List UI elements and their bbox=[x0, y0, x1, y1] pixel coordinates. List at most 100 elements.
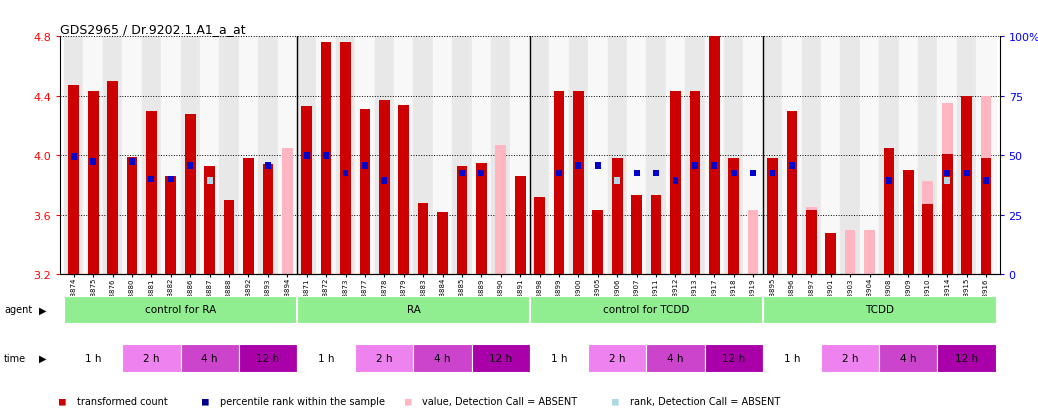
Text: 1 h: 1 h bbox=[85, 353, 102, 363]
Bar bbox=[181, 344, 239, 373]
Text: value, Detection Call = ABSENT: value, Detection Call = ABSENT bbox=[422, 396, 577, 406]
Bar bbox=[453, 37, 471, 275]
Bar bbox=[122, 344, 181, 373]
Bar bbox=[69, 86, 79, 275]
Bar bbox=[437, 212, 447, 275]
Bar bbox=[258, 37, 277, 275]
Bar bbox=[535, 197, 545, 275]
Text: 4 h: 4 h bbox=[201, 353, 218, 363]
Bar bbox=[627, 37, 647, 275]
Text: 1 h: 1 h bbox=[784, 353, 800, 363]
Bar bbox=[705, 344, 763, 373]
Bar bbox=[187, 163, 193, 170]
Bar bbox=[673, 178, 679, 185]
Bar bbox=[961, 97, 972, 275]
Text: control for TCDD: control for TCDD bbox=[603, 305, 689, 315]
Text: 1 h: 1 h bbox=[318, 353, 334, 363]
Bar bbox=[379, 101, 389, 275]
Bar bbox=[340, 43, 351, 275]
Bar bbox=[937, 344, 995, 373]
Bar bbox=[185, 114, 195, 275]
Bar bbox=[304, 152, 309, 159]
Bar bbox=[879, 344, 937, 373]
Bar bbox=[593, 211, 603, 275]
Bar bbox=[529, 344, 589, 373]
Bar bbox=[841, 37, 859, 275]
Bar bbox=[589, 37, 607, 275]
Bar bbox=[767, 197, 777, 275]
Bar bbox=[433, 37, 453, 275]
Bar bbox=[865, 230, 875, 275]
Bar bbox=[783, 37, 801, 275]
Bar bbox=[763, 297, 995, 323]
Bar bbox=[883, 163, 895, 275]
Bar bbox=[923, 181, 933, 275]
Bar bbox=[277, 37, 297, 275]
Bar bbox=[647, 344, 705, 373]
Bar bbox=[767, 159, 777, 275]
Bar bbox=[631, 204, 641, 275]
Bar bbox=[631, 196, 641, 275]
Bar bbox=[161, 37, 181, 275]
Bar bbox=[495, 145, 507, 275]
Bar bbox=[321, 43, 331, 275]
Text: GDS2965 / Dr.9202.1.A1_a_at: GDS2965 / Dr.9202.1.A1_a_at bbox=[60, 23, 246, 36]
Bar bbox=[515, 177, 525, 275]
Bar bbox=[957, 37, 977, 275]
Bar bbox=[297, 344, 355, 373]
Bar bbox=[127, 157, 137, 275]
Text: ▶: ▶ bbox=[39, 353, 47, 363]
Bar bbox=[614, 178, 620, 185]
Text: ■: ■ bbox=[612, 396, 620, 406]
Bar bbox=[731, 171, 737, 177]
Bar bbox=[511, 37, 529, 275]
Bar bbox=[801, 37, 821, 275]
Bar bbox=[729, 230, 739, 275]
Bar bbox=[127, 166, 137, 275]
Bar bbox=[763, 344, 821, 373]
Bar bbox=[789, 163, 795, 170]
Text: 12 h: 12 h bbox=[489, 353, 513, 363]
Text: percentile rank within the sample: percentile rank within the sample bbox=[220, 396, 385, 406]
Bar bbox=[64, 344, 122, 373]
Bar bbox=[146, 112, 157, 275]
Bar bbox=[457, 166, 467, 275]
Bar bbox=[265, 163, 271, 170]
Text: 4 h: 4 h bbox=[434, 353, 450, 363]
Text: ▶: ▶ bbox=[39, 305, 47, 315]
Bar bbox=[981, 97, 991, 275]
Bar bbox=[471, 344, 529, 373]
Bar bbox=[963, 171, 969, 177]
Bar bbox=[647, 37, 665, 275]
Bar bbox=[535, 197, 545, 275]
Bar bbox=[593, 230, 603, 275]
Bar bbox=[859, 37, 879, 275]
Bar bbox=[569, 37, 589, 275]
Bar bbox=[301, 107, 312, 275]
Bar bbox=[941, 154, 953, 275]
Bar bbox=[200, 37, 219, 275]
Text: RA: RA bbox=[407, 305, 420, 315]
Bar bbox=[83, 37, 103, 275]
Bar bbox=[107, 82, 118, 275]
Bar bbox=[88, 92, 99, 275]
Bar bbox=[204, 166, 215, 275]
Bar bbox=[763, 37, 783, 275]
Bar bbox=[530, 37, 549, 275]
Bar bbox=[879, 37, 899, 275]
Bar bbox=[64, 37, 83, 275]
Bar bbox=[918, 37, 937, 275]
Bar bbox=[479, 171, 485, 177]
Bar bbox=[317, 37, 336, 275]
Text: ■: ■ bbox=[405, 396, 412, 406]
Bar bbox=[529, 297, 763, 323]
Bar bbox=[634, 171, 639, 177]
Bar bbox=[689, 92, 701, 275]
Bar bbox=[671, 92, 681, 275]
Bar bbox=[945, 171, 950, 177]
Bar bbox=[476, 163, 487, 275]
Bar bbox=[413, 344, 471, 373]
Text: time: time bbox=[4, 353, 26, 363]
Bar bbox=[336, 37, 355, 275]
Bar bbox=[297, 37, 317, 275]
